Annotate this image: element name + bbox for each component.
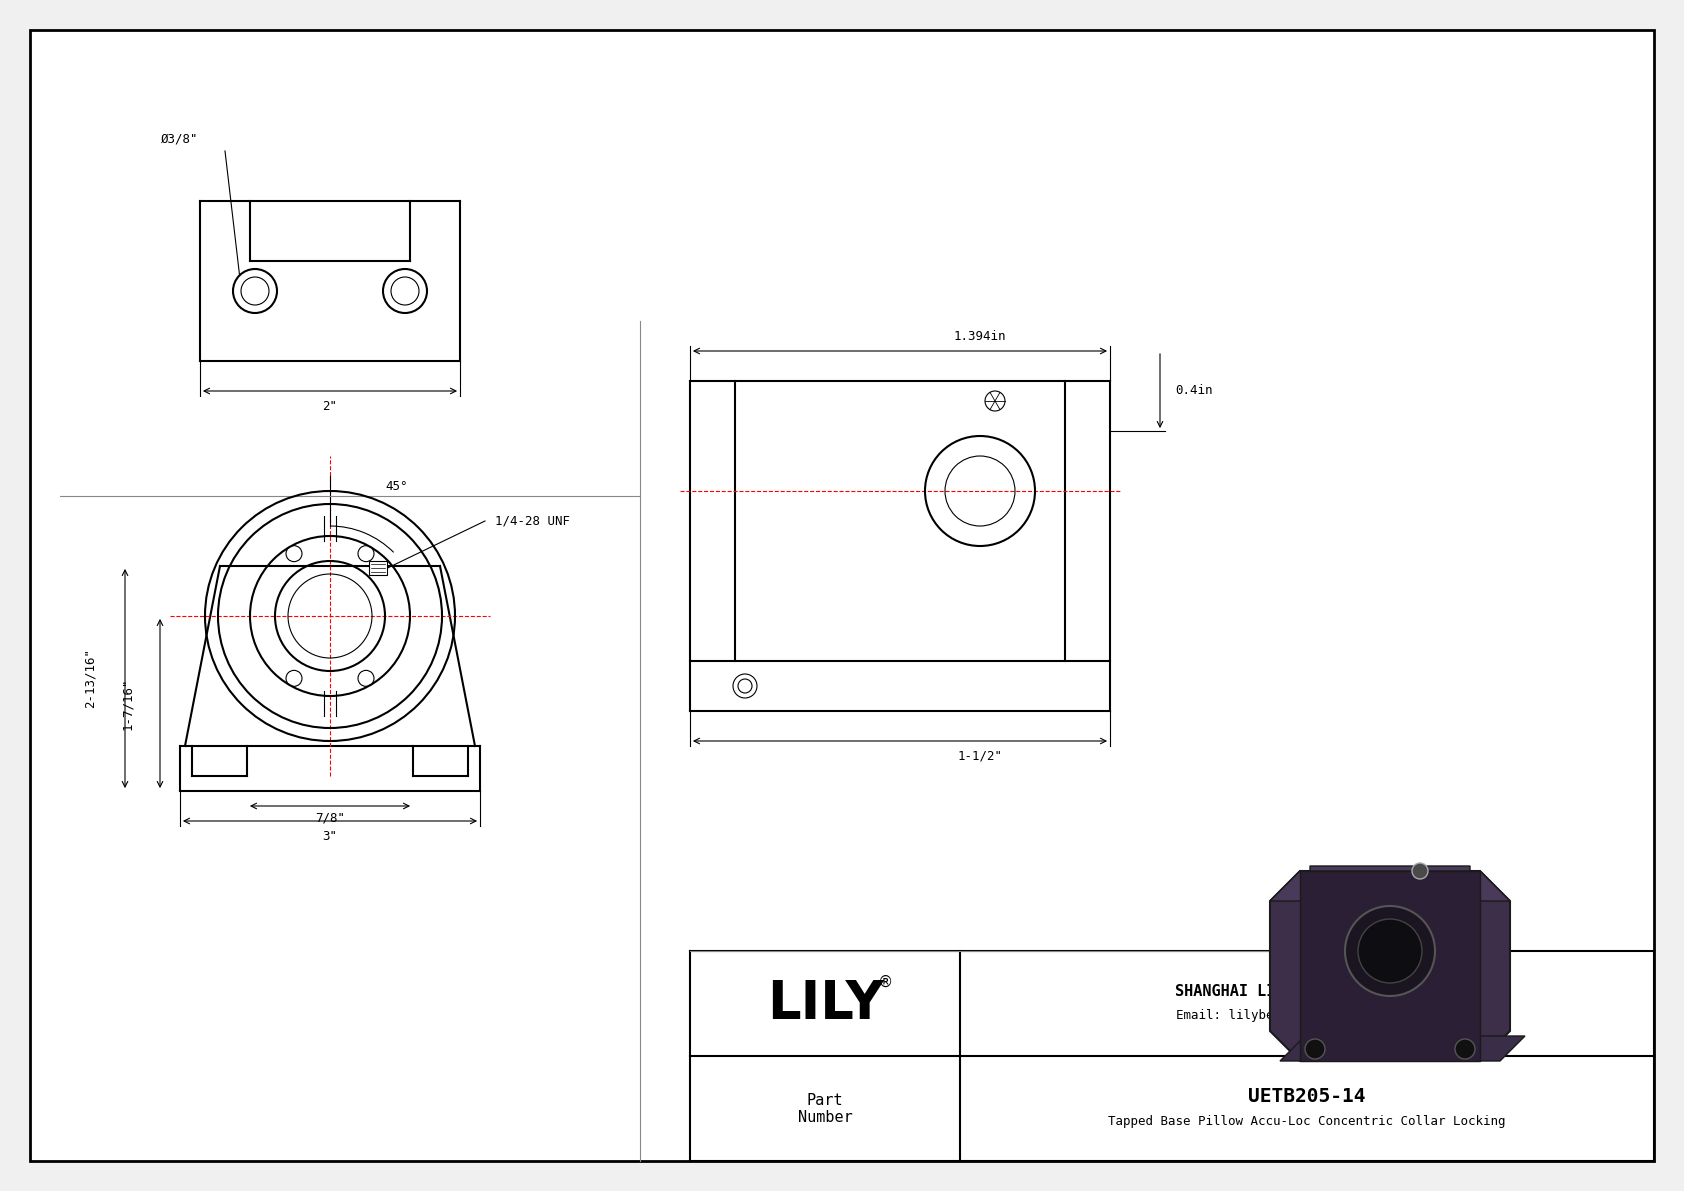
Polygon shape [1270, 871, 1511, 1061]
Text: SHANGHAI LILY BEARING LIMITED: SHANGHAI LILY BEARING LIMITED [1175, 985, 1440, 999]
Text: 1/4-28 UNF: 1/4-28 UNF [495, 515, 569, 528]
Text: 45°: 45° [386, 480, 408, 493]
Text: 2-13/16": 2-13/16" [84, 649, 96, 709]
Bar [369, 561, 387, 575]
Text: UETB205-14: UETB205-14 [1248, 1087, 1366, 1106]
Polygon shape [1280, 1036, 1526, 1061]
Text: Tapped Base Pillow Accu-Loc Concentric Collar Locking: Tapped Base Pillow Accu-Loc Concentric C… [1108, 1115, 1505, 1128]
Text: 3": 3" [323, 829, 337, 842]
Circle shape [1305, 1039, 1325, 1059]
Text: 1.394in: 1.394in [953, 330, 1007, 343]
Circle shape [1455, 1039, 1475, 1059]
Text: 1-7/16": 1-7/16" [121, 678, 135, 730]
Text: Part
Number: Part Number [798, 1093, 852, 1125]
Circle shape [1346, 906, 1435, 996]
Polygon shape [1300, 871, 1480, 1061]
Polygon shape [30, 30, 1654, 1161]
Text: Email: lilybearing@lily-bearing.com: Email: lilybearing@lily-bearing.com [1175, 1010, 1438, 1023]
Text: 7/8": 7/8" [315, 811, 345, 824]
Circle shape [1357, 919, 1421, 983]
Text: Ø3/8": Ø3/8" [162, 132, 199, 145]
Text: 1-1/2": 1-1/2" [958, 749, 1002, 762]
Text: 0.4in: 0.4in [1175, 385, 1212, 398]
Circle shape [1411, 863, 1428, 879]
Text: ®: ® [877, 974, 893, 990]
Text: 2": 2" [323, 399, 337, 412]
Text: LILY: LILY [766, 978, 884, 1030]
Polygon shape [1270, 866, 1511, 902]
